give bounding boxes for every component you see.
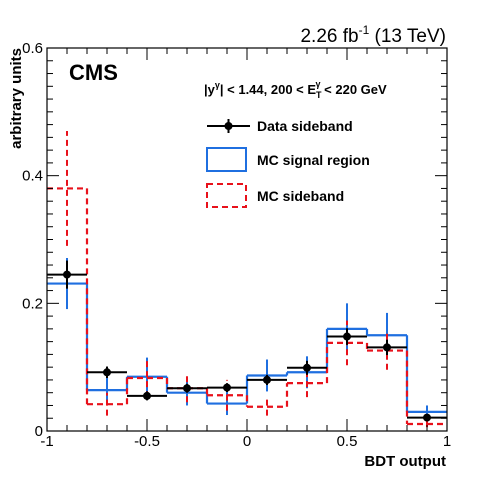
legend-label-mc-signal-region: MC signal region bbox=[257, 152, 370, 168]
data-sideband-point bbox=[263, 375, 271, 384]
legend: Data sideband MC signal region MC sideba… bbox=[206, 118, 370, 208]
data-sideband-point bbox=[303, 363, 311, 372]
data-sideband-point bbox=[103, 368, 111, 377]
lumi-label: 2.26 fb-1 (13 TeV) bbox=[300, 23, 446, 47]
data-sideband-point bbox=[63, 270, 71, 279]
legend-entry-mc-sideband: MC sideband bbox=[206, 183, 344, 208]
legend-label-mc-sideband: MC sideband bbox=[257, 188, 344, 204]
legend-entry-data-sideband: Data sideband bbox=[207, 118, 353, 134]
data-sideband-point bbox=[343, 332, 351, 341]
x-tick-label: -1 bbox=[40, 433, 53, 450]
x-axis-label: BDT output bbox=[364, 453, 446, 470]
data-sideband-point bbox=[183, 384, 191, 393]
y-axis-label: arbitrary units bbox=[8, 48, 25, 149]
x-tick-label: 1 bbox=[443, 433, 451, 450]
data-sideband-point bbox=[223, 383, 231, 392]
y-tick-label: 0.6 bbox=[22, 40, 43, 57]
legend-entry-mc-signal-region: MC signal region bbox=[206, 147, 370, 172]
data-sideband-point bbox=[383, 343, 391, 352]
legend-label-data-sideband: Data sideband bbox=[257, 118, 353, 134]
data-sideband-series bbox=[47, 260, 447, 422]
data-sideband-point bbox=[143, 391, 151, 400]
x-tick-label: 0.5 bbox=[337, 433, 358, 450]
y-tick-label: 0 bbox=[35, 423, 43, 440]
selection-label: |yγ| < 1.44, 200 < ETγ < 220 GeV bbox=[204, 79, 387, 100]
y-tick-label: 0.2 bbox=[22, 295, 43, 312]
y-tick-label: 0.4 bbox=[22, 168, 43, 185]
data-sideband-point bbox=[423, 413, 431, 422]
x-tick-label: -0.5 bbox=[134, 433, 160, 450]
experiment-label: CMS bbox=[69, 60, 118, 85]
x-tick-label: 0 bbox=[243, 433, 251, 450]
